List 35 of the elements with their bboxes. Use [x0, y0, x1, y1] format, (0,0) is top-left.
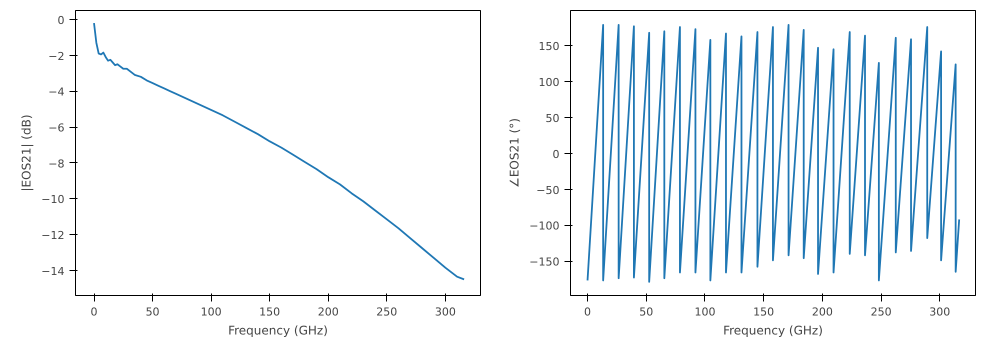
y-tick-label: −100: [529, 220, 560, 233]
x-tick-label: 100: [694, 306, 716, 318]
y-tick-label: −2: [48, 50, 65, 63]
x-tick-label: 0: [584, 306, 592, 318]
y-tick-label: −50: [536, 184, 560, 197]
y-tick-label: −6: [48, 122, 65, 135]
y-axis-title: ∠EOS21 (°): [507, 118, 522, 188]
x-tick-label: 300: [929, 306, 950, 318]
y-tick-label: 0: [58, 14, 64, 27]
y-tick-label: −10: [41, 193, 65, 206]
x-tick-label: 250: [870, 306, 892, 318]
x-tick-label: 50: [639, 306, 654, 318]
y-tick-label: 100: [538, 76, 560, 90]
x-tick-label: 300: [434, 306, 456, 318]
line-series: [93, 22, 466, 280]
x-tick-label: 150: [753, 306, 774, 318]
x-tick-label: 250: [376, 306, 398, 318]
y-tick-label: −14: [41, 264, 65, 278]
y-tick-label: −8: [48, 157, 65, 170]
x-tick-label: 0: [90, 306, 98, 318]
x-tick-label: 50: [146, 306, 160, 318]
x-tick-label: 200: [318, 306, 339, 318]
x-axis-title: Frequency (GHz): [228, 324, 328, 338]
x-tick-label: 100: [200, 306, 222, 318]
y-tick-label: −12: [41, 229, 65, 242]
x-axis-title: Frequency (GHz): [723, 324, 823, 338]
y-tick-label: −4: [48, 86, 65, 99]
y-tick-label: 150: [538, 40, 560, 54]
y-axis-title: |EOS21| (dB): [19, 114, 34, 192]
x-tick-label: 150: [259, 306, 280, 318]
x-tick-label: 200: [812, 306, 833, 318]
line-series: [586, 24, 960, 283]
y-tick-label: 50: [546, 112, 560, 125]
y-tick-label: −150: [529, 256, 560, 269]
y-tick-label: 0: [552, 148, 560, 161]
